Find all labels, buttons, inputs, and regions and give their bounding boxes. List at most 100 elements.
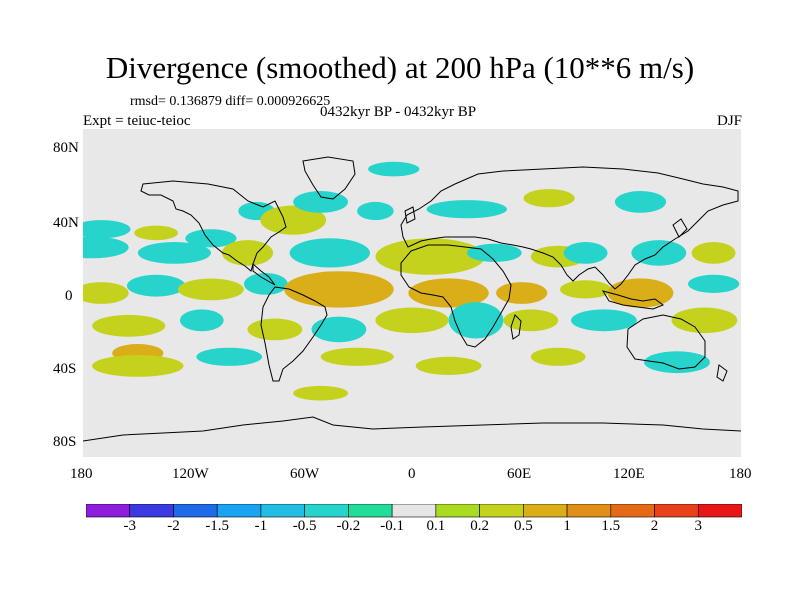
coast-antarctica (83, 416, 741, 442)
coast-australia (626, 314, 706, 370)
x-tick-180e: 180 (729, 466, 752, 482)
period-label: 0432kyr BP - 0432kyr BP (320, 104, 477, 120)
colorbar-swatch-7 (391, 504, 437, 518)
divergence-blob-38 (503, 309, 559, 332)
x-tick-120w: 120W (172, 466, 209, 482)
plot-title: Divergence (smoothed) at 200 hPa (10**6 … (105, 50, 695, 85)
divergence-map (83, 129, 741, 457)
divergence-blob-8 (523, 189, 575, 208)
divergence-blob-39 (571, 309, 637, 332)
colorbar-swatch-0 (86, 504, 131, 518)
divergence-blob-6 (357, 201, 394, 221)
coast-madagascar (510, 314, 522, 340)
divergence-blob-21 (83, 282, 129, 304)
divergence-blob-24 (243, 273, 288, 295)
colorbar-swatch-8 (435, 504, 480, 518)
divergence-blob-4 (260, 205, 327, 235)
divergence-blob-47 (293, 385, 348, 401)
divergence-blob-40 (671, 307, 738, 334)
divergence-blob-9 (614, 191, 667, 213)
divergence-blob-30 (688, 274, 740, 293)
divergence-blob-36 (375, 307, 449, 334)
x-tick-60e: 60E (507, 466, 532, 482)
colorbar-label-2: -1.5 (205, 518, 230, 534)
colorbar-swatch-3 (216, 504, 262, 518)
colorbar-swatch-6 (348, 504, 393, 518)
rmsd-diff-stats: rmsd= 0.136879 diff= 0.000926625 (130, 94, 331, 109)
y-tick-80s: 80S (53, 434, 77, 450)
divergence-blob-14 (289, 238, 370, 268)
colorbar-swatch-13 (654, 504, 699, 518)
coast-eurasia (400, 166, 739, 290)
colorbar-label-10: 1 (563, 518, 571, 534)
coast-japan (672, 218, 688, 238)
divergence-blob-16 (466, 243, 522, 262)
colorbar-swatch-2 (173, 504, 218, 518)
divergence-blob-45 (530, 347, 586, 366)
divergence-blob-31 (92, 314, 166, 337)
colorbar-swatch-5 (304, 504, 349, 518)
divergence-blob-15 (375, 238, 486, 275)
colorbar-label-9: 0.5 (513, 518, 533, 534)
divergence-blob-35 (311, 316, 367, 343)
y-tick-0: 0 (65, 288, 73, 304)
colorbar-label-6: -0.1 (380, 518, 404, 534)
colorbar-swatch-12 (610, 504, 655, 518)
divergence-blob-43 (320, 347, 394, 366)
divergence-blob-41 (92, 355, 184, 377)
colorbar-swatch-14 (697, 504, 742, 518)
experiment-label: Expt = teiuc-teioc (83, 113, 191, 129)
colorbar-label-0: -3 (123, 518, 136, 534)
coast-south-america (260, 286, 328, 382)
coast-indonesia (601, 290, 665, 310)
divergence-blob-34 (247, 318, 303, 341)
divergence-blob-23 (178, 278, 244, 301)
divergence-blob-1 (134, 225, 178, 241)
divergence-blob-20 (691, 242, 736, 264)
season-label: DJF (716, 113, 742, 129)
coast-north-america (140, 180, 287, 272)
coast-new-zealand (716, 364, 728, 382)
divergence-blob-10 (368, 161, 420, 177)
colorbar-label-8: 0.2 (470, 518, 489, 534)
colorbar-label-5: -0.2 (336, 518, 361, 534)
colorbar-swatch-10 (523, 504, 568, 518)
divergence-blob-12 (137, 242, 211, 264)
coast-greenland (302, 156, 356, 200)
colorbar-swatch-11 (566, 504, 612, 518)
divergence-blob-44 (415, 356, 482, 375)
divergence-blob-2 (185, 229, 237, 248)
divergence-blob-5 (293, 191, 348, 213)
divergence-blob-27 (496, 282, 548, 304)
colorbar-label-13: 3 (694, 518, 703, 534)
divergence-blob-25 (284, 271, 394, 308)
y-tick-80n: 80N (53, 140, 79, 156)
colorbar-swatch-1 (129, 504, 174, 518)
colorbar (86, 504, 742, 518)
divergence-blob-33 (179, 309, 224, 332)
x-tick-180w: 180 (70, 466, 93, 482)
coast-uk (404, 206, 416, 224)
divergence-blob-18 (563, 242, 608, 264)
x-tick-0: 0 (408, 466, 416, 482)
colorbar-label-12: 2 (650, 518, 659, 534)
coastlines (83, 156, 741, 442)
y-tick-40n: 40N (53, 215, 79, 231)
divergence-blob-37 (448, 302, 504, 339)
coast-africa (400, 244, 512, 348)
colorbar-label-3: -1 (254, 518, 268, 534)
colorbar-label-7: 0.1 (426, 518, 446, 534)
x-tick-120e: 120E (613, 466, 645, 482)
divergence-blob-11 (83, 236, 129, 259)
divergence-blob-22 (126, 274, 186, 297)
map-panel (83, 129, 741, 457)
divergence-blob-42 (196, 347, 263, 366)
coast-central-america (252, 262, 276, 286)
divergence-blob-28 (560, 280, 612, 299)
divergence-blob-26 (408, 278, 489, 308)
colorbar-label-4: -0.5 (292, 518, 317, 534)
x-tick-60w: 60W (290, 466, 320, 482)
colorbar-swatch-4 (260, 504, 305, 518)
colorbar-label-1: -2 (167, 518, 180, 534)
y-tick-40s: 40S (53, 361, 77, 377)
